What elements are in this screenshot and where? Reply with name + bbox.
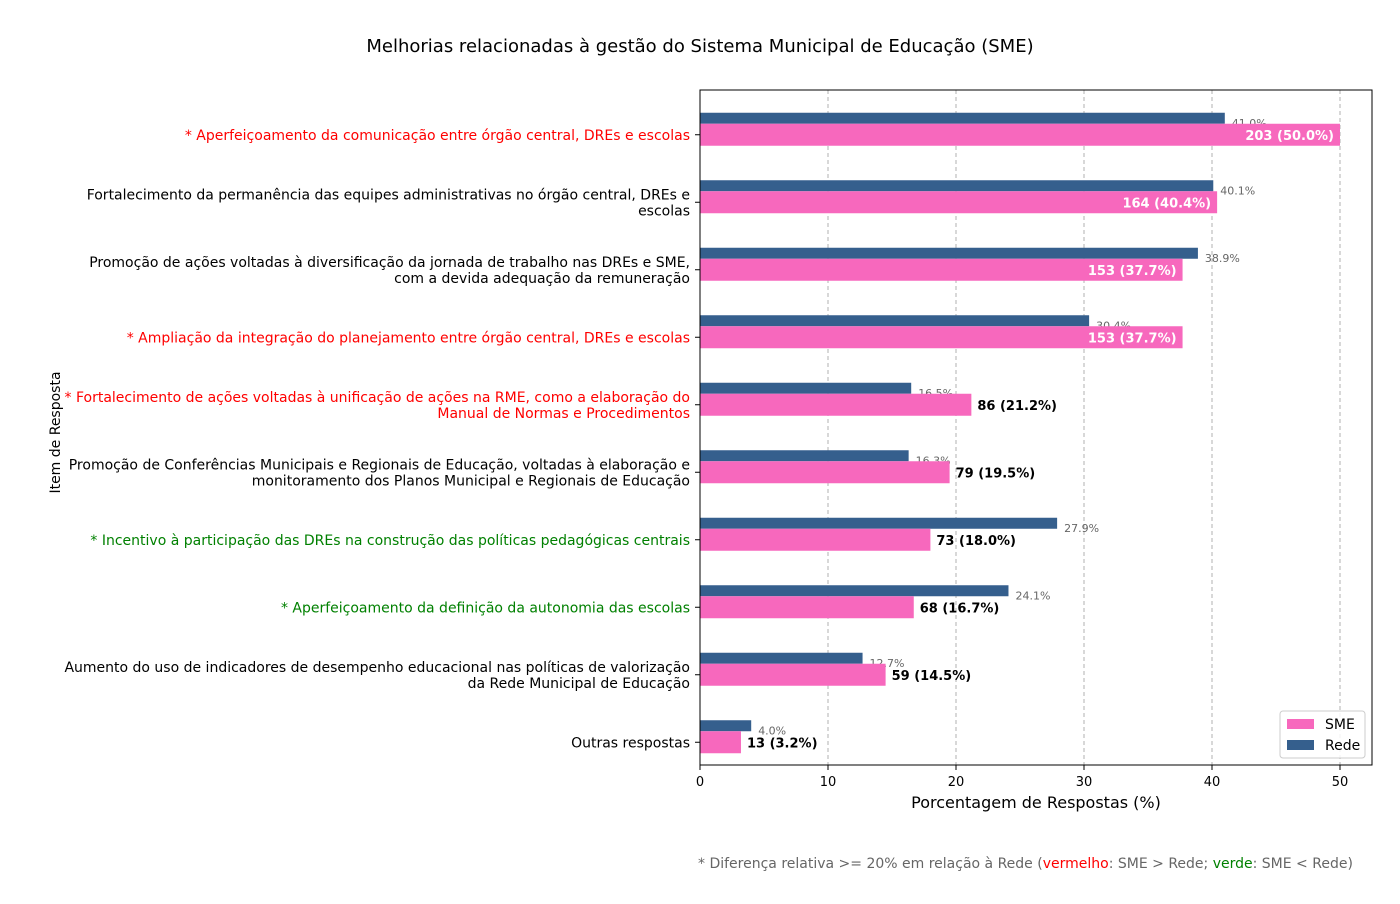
category-label-7-0: * Aperfeiçoamento da definição da autono… bbox=[281, 600, 690, 616]
bar-rede-9 bbox=[700, 720, 752, 732]
bar-rede-7 bbox=[700, 585, 1009, 597]
label-rede-2: 38.9% bbox=[1205, 252, 1240, 265]
label-sme-2: 153 (37.7%) bbox=[1088, 264, 1177, 279]
bar-sme-5 bbox=[700, 461, 950, 484]
bar-sme-7 bbox=[700, 596, 914, 619]
category-label-3-0: * Ampliação da integração do planejament… bbox=[127, 330, 690, 346]
x-tick-label-4: 40 bbox=[1204, 775, 1221, 790]
label-sme-3: 153 (37.7%) bbox=[1088, 331, 1177, 346]
x-tick-label-5: 50 bbox=[1332, 775, 1349, 790]
category-label-1-0: Fortalecimento da permanência das equipe… bbox=[87, 187, 690, 203]
category-label-2-1: com a devida adequação da remuneração bbox=[394, 271, 690, 287]
footnote-suffix: : SME < Rede) bbox=[1252, 856, 1353, 872]
bar-sme-3 bbox=[700, 326, 1183, 349]
bar-rede-6 bbox=[700, 517, 1058, 529]
x-axis-label: Porcentagem de Respostas (%) bbox=[911, 793, 1161, 812]
x-tick-label-2: 20 bbox=[948, 775, 965, 790]
footnote: * Diferença relativa >= 20% em relação à… bbox=[698, 856, 1353, 872]
chart-title: Melhorias relacionadas à gestão do Siste… bbox=[366, 36, 1033, 57]
category-label-5-0: Promoção de Conferências Municipais e Re… bbox=[69, 457, 690, 473]
x-tick-label-3: 30 bbox=[1076, 775, 1093, 790]
bar-rede-8 bbox=[700, 652, 863, 664]
bar-rede-3 bbox=[700, 315, 1090, 327]
bar-sme-4 bbox=[700, 393, 972, 416]
footnote-mid: : SME > Rede; bbox=[1108, 856, 1213, 872]
legend-swatch-rede bbox=[1287, 740, 1314, 750]
bar-rede-0 bbox=[700, 112, 1225, 124]
bar-sme-1 bbox=[700, 191, 1218, 214]
bar-sme-2 bbox=[700, 258, 1183, 281]
footnote-prefix: * Diferença relativa >= 20% em relação à… bbox=[698, 856, 1043, 872]
label-rede-1: 40.1% bbox=[1220, 184, 1255, 197]
plot-frame bbox=[699, 89, 1373, 766]
label-rede-9: 4.0% bbox=[758, 724, 786, 737]
category-label-0-0: * Aperfeiçoamento da comunicação entre ó… bbox=[185, 128, 690, 144]
bar-sme-8 bbox=[700, 663, 886, 686]
label-sme-0: 203 (50.0%) bbox=[1245, 129, 1334, 144]
x-tick-label-1: 10 bbox=[820, 775, 837, 790]
x-tick-label-0: 0 bbox=[696, 775, 704, 790]
label-sme-9: 13 (3.2%) bbox=[747, 736, 818, 751]
category-label-6-0: * Incentivo à participação das DREs na c… bbox=[90, 533, 690, 549]
label-sme-1: 164 (40.4%) bbox=[1122, 196, 1211, 211]
y-axis-label: Item de Resposta bbox=[48, 371, 64, 493]
bar-rede-1 bbox=[700, 180, 1214, 192]
category-label-9-0: Outras respostas bbox=[571, 735, 690, 751]
label-sme-8: 59 (14.5%) bbox=[892, 669, 972, 684]
category-label-8-0: Aumento do uso de indicadores de desempe… bbox=[64, 660, 690, 676]
bar-rede-4 bbox=[700, 382, 912, 394]
label-sme-7: 68 (16.7%) bbox=[920, 601, 1000, 616]
category-label-4-1: Manual de Normas e Procedimentos bbox=[437, 406, 690, 422]
label-sme-5: 79 (19.5%) bbox=[956, 466, 1036, 481]
bar-sme-9 bbox=[700, 731, 741, 754]
category-label-8-1: da Rede Municipal de Educação bbox=[468, 676, 690, 692]
bar-rede-5 bbox=[700, 450, 909, 462]
legend-label-sme: SME bbox=[1325, 717, 1355, 733]
label-rede-6: 27.9% bbox=[1064, 522, 1099, 535]
legend-swatch-sme bbox=[1287, 719, 1314, 729]
category-label-2-0: Promoção de ações voltadas à diversifica… bbox=[89, 255, 690, 271]
category-label-4-0: * Fortalecimento de ações voltadas à uni… bbox=[65, 390, 691, 406]
footnote-green-word: verde bbox=[1212, 856, 1253, 872]
category-label-1-1: escolas bbox=[638, 203, 690, 219]
label-sme-4: 86 (21.2%) bbox=[977, 399, 1057, 414]
footnote-red-word: vermelho bbox=[1042, 856, 1109, 872]
bar-sme-6 bbox=[700, 528, 931, 551]
label-sme-6: 73 (18.0%) bbox=[936, 534, 1016, 549]
legend-label-rede: Rede bbox=[1325, 738, 1360, 754]
label-rede-7: 24.1% bbox=[1015, 589, 1050, 602]
bar-sme-0 bbox=[700, 123, 1340, 146]
category-label-5-1: monitoramento dos Planos Municipal e Reg… bbox=[252, 473, 690, 489]
bar-rede-2 bbox=[700, 247, 1198, 259]
